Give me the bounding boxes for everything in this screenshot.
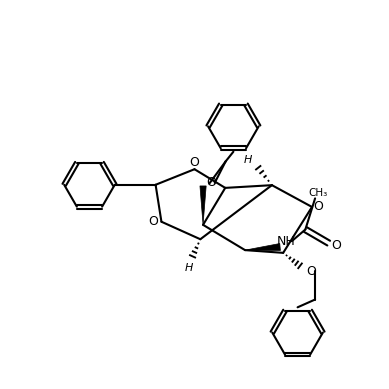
Text: H: H <box>184 263 193 273</box>
Text: O: O <box>206 176 216 189</box>
Text: CH₃: CH₃ <box>308 187 328 198</box>
Text: O: O <box>313 200 323 214</box>
Polygon shape <box>245 244 280 251</box>
Polygon shape <box>200 186 206 225</box>
Text: O: O <box>306 265 316 278</box>
Text: O: O <box>189 156 199 169</box>
Text: O: O <box>149 215 159 228</box>
Text: NH: NH <box>277 235 295 248</box>
Text: H: H <box>244 155 252 165</box>
Text: O: O <box>331 238 342 252</box>
